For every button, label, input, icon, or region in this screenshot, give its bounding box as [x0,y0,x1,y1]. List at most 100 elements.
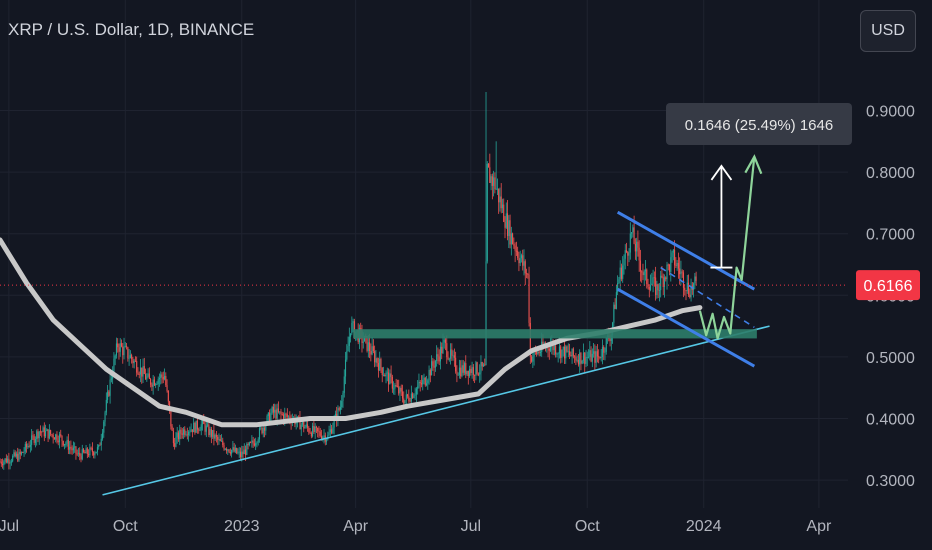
candle-body [32,435,34,437]
candle-body [129,355,131,359]
candle-body [325,439,328,442]
candle-body [581,360,583,364]
candle-body [138,374,140,375]
candle-body [69,446,71,450]
candle-body [60,434,62,436]
candle-body [204,423,206,432]
candle-body [246,444,248,455]
channel-mid-dashed-line[interactable] [660,266,755,329]
candle-body [52,434,54,439]
y-tick-label: 0.3000 [866,473,915,490]
candle-body [523,261,525,266]
candle-body [143,366,145,374]
candle-body [114,355,116,359]
candle-body [298,416,300,418]
candle-body [261,427,263,434]
projection-path[interactable] [698,156,756,340]
candle-body [310,432,312,437]
candle-body [205,425,207,432]
candle-body [567,351,569,353]
candle-body [81,449,83,460]
candle-body [674,249,676,266]
candle-body [105,399,107,413]
candle-body [89,447,91,456]
candle-body [61,435,63,442]
candle-body [286,414,288,417]
candle-body [595,351,597,363]
candle-body [512,233,514,244]
candle-body [655,277,657,295]
candle-body [347,345,349,352]
candle-body [24,443,26,452]
candle-body [484,364,486,366]
candle-body [95,451,97,454]
candle-body [258,428,261,440]
candle-body [26,443,28,448]
candle-body [620,267,622,279]
candle-body [489,167,491,183]
candle-body [251,440,253,443]
candle-body [605,337,607,352]
candle-body [157,379,159,385]
measure-label: 0.1646 (25.49%) 1646 [685,117,833,134]
candle-body [208,424,210,436]
candle-body [252,440,254,444]
candle-body [328,432,330,436]
candle-body [174,443,176,447]
candle-body [220,440,223,442]
candle-body [288,416,290,418]
candle-body [442,342,444,354]
candle-body [406,394,409,397]
candle-body [226,449,228,451]
candle-body [201,419,204,425]
candle-body [451,349,453,356]
candle-body [537,351,539,355]
candle-body [604,351,606,353]
candle-body [500,196,502,209]
candle-body [134,360,136,362]
candle-body [600,357,602,359]
candle-body [539,352,541,354]
candle-body [682,272,685,288]
ascending-trendline[interactable] [102,325,770,496]
candle-body [456,371,458,375]
candle-body [237,452,239,454]
candle-body [582,352,585,361]
candle-body [509,220,511,245]
candle-body [72,447,74,451]
candle-body [599,356,601,359]
candle-body [18,451,20,461]
candle-body [532,356,534,362]
candle-body [598,356,600,358]
candle-body [622,265,624,279]
currency-button[interactable]: USD [860,10,916,52]
channel-lower-line[interactable] [616,287,756,368]
support-zone[interactable] [353,329,757,339]
candle-body [475,362,477,376]
candle-body [450,349,452,359]
candle-body [628,252,630,256]
candle-body [170,410,172,427]
candle-body [23,451,25,453]
candle-body [423,377,425,380]
candle-body [666,264,668,280]
candle-body [653,277,655,279]
candle-body [636,241,638,252]
channel-upper-line[interactable] [616,210,756,291]
candle-body [313,425,315,433]
candle-body [510,233,512,245]
candle-body [281,414,283,415]
candle-body [14,452,16,457]
candle-body [181,433,183,435]
candle-body [663,277,666,287]
candle-body [155,384,157,386]
candle-body [37,431,39,439]
symbol-title[interactable]: XRP / U.S. Dollar, 1D, BINANCE [8,20,255,39]
candle-body [346,351,348,360]
candle-body [166,385,168,391]
candle-body [27,446,29,448]
candle-body [437,354,439,357]
candle-body [323,435,325,437]
candle-body [498,188,500,203]
